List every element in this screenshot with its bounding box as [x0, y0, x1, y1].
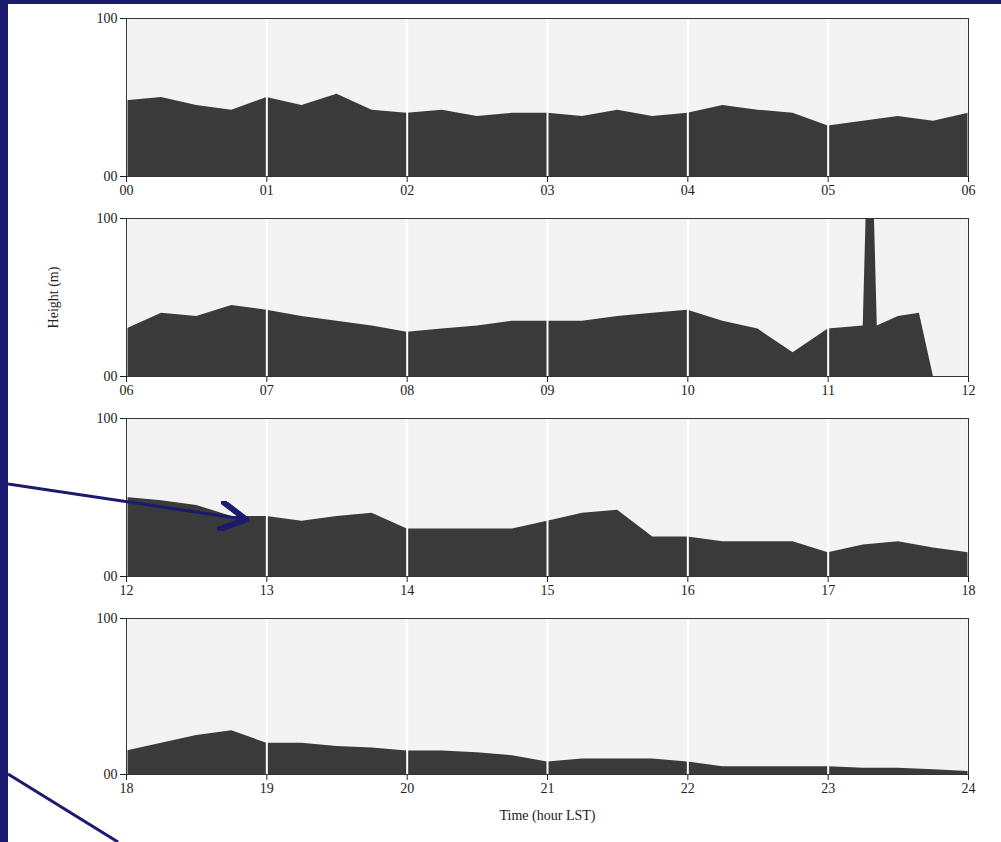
svg-text:06: 06: [962, 183, 976, 198]
svg-text:01: 01: [260, 183, 274, 198]
svg-text:17: 17: [821, 583, 835, 598]
svg-text:03: 03: [541, 183, 555, 198]
svg-text:22: 22: [681, 781, 695, 796]
svg-text:00: 00: [120, 183, 134, 198]
svg-text:05: 05: [821, 183, 835, 198]
svg-text:13: 13: [260, 583, 274, 598]
svg-text:06: 06: [120, 383, 134, 398]
svg-text:11: 11: [821, 383, 834, 398]
svg-text:12: 12: [120, 583, 134, 598]
svg-text:19: 19: [260, 781, 274, 796]
svg-text:00: 00: [104, 369, 118, 384]
svg-text:100: 100: [97, 11, 118, 26]
svg-text:16: 16: [681, 583, 695, 598]
svg-text:24: 24: [962, 781, 976, 796]
svg-text:100: 100: [97, 211, 118, 226]
svg-text:00: 00: [104, 767, 118, 782]
svg-text:12: 12: [962, 383, 976, 398]
svg-text:100: 100: [97, 611, 118, 626]
svg-text:10: 10: [681, 383, 695, 398]
svg-text:Time (hour LST): Time (hour LST): [500, 808, 596, 824]
svg-text:100: 100: [97, 411, 118, 426]
svg-text:00: 00: [104, 569, 118, 584]
svg-text:15: 15: [541, 583, 555, 598]
svg-text:18: 18: [962, 583, 976, 598]
svg-text:18: 18: [120, 781, 134, 796]
svg-text:21: 21: [541, 781, 555, 796]
svg-text:14: 14: [400, 583, 414, 598]
svg-text:09: 09: [541, 383, 555, 398]
svg-text:04: 04: [681, 183, 695, 198]
svg-text:08: 08: [400, 383, 414, 398]
svg-text:00: 00: [104, 169, 118, 184]
svg-text:07: 07: [260, 383, 274, 398]
svg-text:23: 23: [821, 781, 835, 796]
svg-text:Height (m): Height (m): [46, 266, 62, 328]
svg-text:02: 02: [400, 183, 414, 198]
svg-text:20: 20: [400, 781, 414, 796]
